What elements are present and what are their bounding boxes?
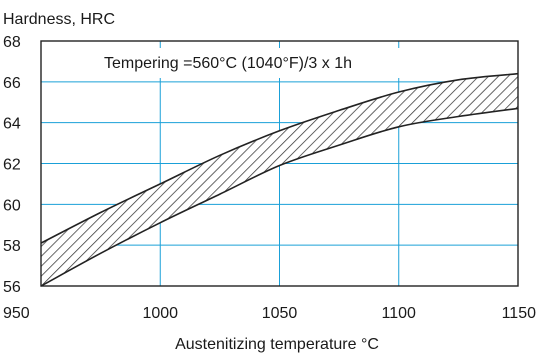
annotation-box [53,48,403,78]
annotation-text: Tempering =560°C (1040°F)/3 x 1h [104,55,352,72]
y-tick-label: 66 [3,75,21,92]
x-tick-label: 1150 [502,305,537,322]
y-tick-label: 62 [3,157,21,174]
y-tick-label: 56 [3,279,21,296]
x-tick-label: 1050 [262,305,298,322]
plot-area: Tempering =560°C (1040°F)/3 x 1h 56 58 60 62… [3,34,536,322]
y-axis-label: Hardness, HRC [3,11,115,28]
plot-frame [40,40,519,287]
y-tick-label: 58 [3,238,21,255]
upper-boundary-line [40,72,519,244]
x-tick-label: 1100 [382,305,417,322]
x-axis-label: Austenitizing temperature °C [175,336,379,353]
y-tick-label: 68 [3,34,21,51]
x-tick-label: 1000 [142,305,178,322]
x-tick-label: 950 [3,305,30,322]
lower-boundary-line [40,107,519,287]
y-tick-label: 60 [3,197,21,214]
y-tick-label: 64 [3,116,21,133]
